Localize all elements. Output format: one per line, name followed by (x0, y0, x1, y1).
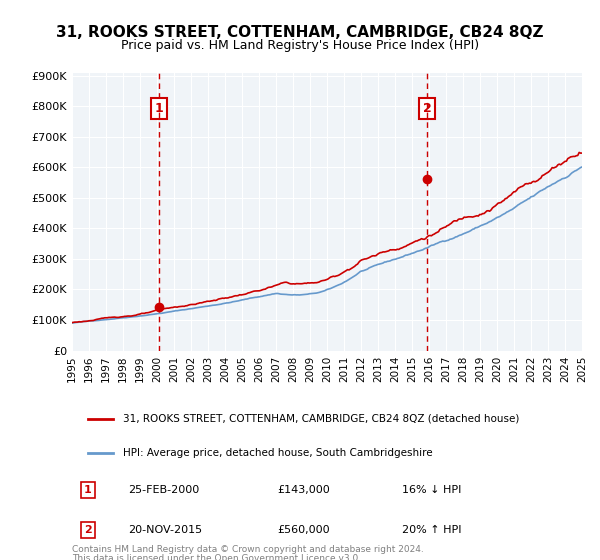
Text: Price paid vs. HM Land Registry's House Price Index (HPI): Price paid vs. HM Land Registry's House … (121, 39, 479, 52)
Text: 31, ROOKS STREET, COTTENHAM, CAMBRIDGE, CB24 8QZ (detached house): 31, ROOKS STREET, COTTENHAM, CAMBRIDGE, … (123, 414, 519, 423)
Text: 20% ↑ HPI: 20% ↑ HPI (402, 525, 461, 535)
Text: £143,000: £143,000 (277, 485, 330, 495)
Text: 1: 1 (155, 102, 163, 115)
Text: 31, ROOKS STREET, COTTENHAM, CAMBRIDGE, CB24 8QZ: 31, ROOKS STREET, COTTENHAM, CAMBRIDGE, … (56, 25, 544, 40)
Text: 2: 2 (423, 102, 431, 115)
Text: Contains HM Land Registry data © Crown copyright and database right 2024.: Contains HM Land Registry data © Crown c… (72, 545, 424, 554)
Text: 2: 2 (84, 525, 92, 535)
Text: 16% ↓ HPI: 16% ↓ HPI (402, 485, 461, 495)
Text: This data is licensed under the Open Government Licence v3.0.: This data is licensed under the Open Gov… (72, 554, 361, 560)
Text: 25-FEB-2000: 25-FEB-2000 (128, 485, 199, 495)
Text: £560,000: £560,000 (277, 525, 330, 535)
Text: 20-NOV-2015: 20-NOV-2015 (128, 525, 202, 535)
Text: HPI: Average price, detached house, South Cambridgeshire: HPI: Average price, detached house, Sout… (123, 448, 433, 458)
Text: 1: 1 (84, 485, 92, 495)
